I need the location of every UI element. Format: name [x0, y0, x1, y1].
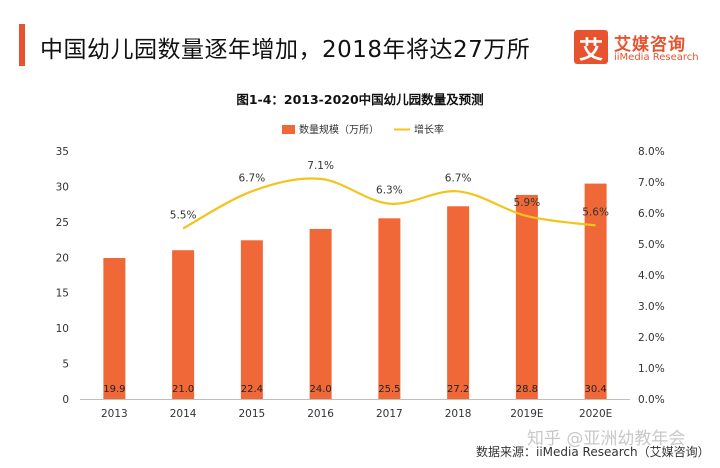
x-tick-label: 2019E	[510, 408, 543, 420]
y-right-tick-label: 4.0%	[638, 270, 665, 282]
y-right-tick-label: 7.0%	[638, 177, 665, 189]
y-left-tick-label: 20	[56, 252, 69, 264]
line-value-label: 7.1%	[307, 160, 334, 172]
logo-mark: 艾	[574, 30, 608, 64]
y-right-tick-label: 8.0%	[638, 146, 665, 158]
logo-name-cn: 艾媒咨询	[614, 35, 686, 55]
x-tick-label: 2015	[239, 408, 266, 420]
legend-label-bar: 数量规模（万所）	[299, 123, 379, 136]
x-tick-label: 2016	[307, 408, 334, 420]
x-tick-label: 2018	[445, 408, 472, 420]
bar-value-label: 27.2	[447, 384, 469, 395]
bar-2016	[309, 228, 332, 399]
bar-value-label: 30.4	[584, 384, 606, 395]
bar-value-label: 21.0	[172, 384, 194, 395]
bar-value-label: 22.4	[241, 384, 263, 395]
line-value-label: 5.5%	[170, 210, 197, 222]
y-right-tick-label: 3.0%	[638, 301, 665, 313]
source-note: 数据来源：iiMedia Research（艾媒咨询）	[476, 445, 710, 459]
line-value-label: 5.6%	[582, 206, 609, 218]
bar-2015	[240, 240, 263, 399]
chart-title: 图1-4：2013-2020中国幼儿园数量及预测	[236, 92, 483, 107]
growth-rate-line	[182, 177, 596, 230]
line-value-label: 6.7%	[239, 172, 266, 184]
legend-label-line: 增长率	[414, 123, 444, 136]
x-tick-label: 2014	[170, 408, 197, 420]
bar-value-label: 19.9	[103, 384, 125, 395]
bar-value-label: 24.0	[309, 384, 331, 395]
x-tick-label: 2013	[101, 408, 128, 420]
line-value-label: 5.9%	[514, 197, 541, 209]
y-right-tick-label: 0.0%	[638, 394, 665, 406]
y-left-tick-label: 5	[62, 359, 69, 371]
y-left-tick-label: 10	[56, 323, 69, 335]
y-right-tick-label: 5.0%	[638, 239, 665, 251]
y-left-tick-label: 0	[62, 394, 69, 406]
bar-2014	[172, 250, 195, 399]
bar-2019E	[515, 194, 538, 399]
bar-2020E	[584, 183, 607, 399]
y-right-tick-label: 1.0%	[638, 363, 665, 375]
line-value-label: 6.3%	[376, 185, 403, 197]
logo-name-en: iiMedia Research	[614, 52, 699, 63]
brand-logo: 艾 艾媒咨询 iiMedia Research	[574, 30, 706, 68]
bar-2013	[103, 257, 126, 399]
y-left-tick-label: 30	[56, 181, 69, 193]
x-tick-label: 2020E	[579, 408, 612, 420]
bar-2017	[378, 218, 401, 399]
legend-swatch-bar	[282, 125, 295, 134]
watermark: 知乎 @亚洲幼教年会	[527, 429, 686, 449]
y-left-tick-label: 25	[56, 217, 69, 229]
y-left-tick-label: 15	[56, 288, 69, 300]
line-value-label: 6.7%	[445, 172, 472, 184]
bar-2018	[447, 206, 470, 399]
bar-value-label: 25.5	[378, 384, 400, 395]
y-right-tick-label: 6.0%	[638, 208, 665, 220]
title-accent-bar	[19, 24, 25, 66]
bar-value-label: 28.8	[516, 384, 538, 395]
x-tick-label: 2017	[376, 408, 403, 420]
y-left-tick-label: 35	[56, 146, 69, 158]
page-title: 中国幼儿园数量逐年增加，2018年将达27万所	[40, 37, 531, 63]
y-right-tick-label: 2.0%	[638, 332, 665, 344]
